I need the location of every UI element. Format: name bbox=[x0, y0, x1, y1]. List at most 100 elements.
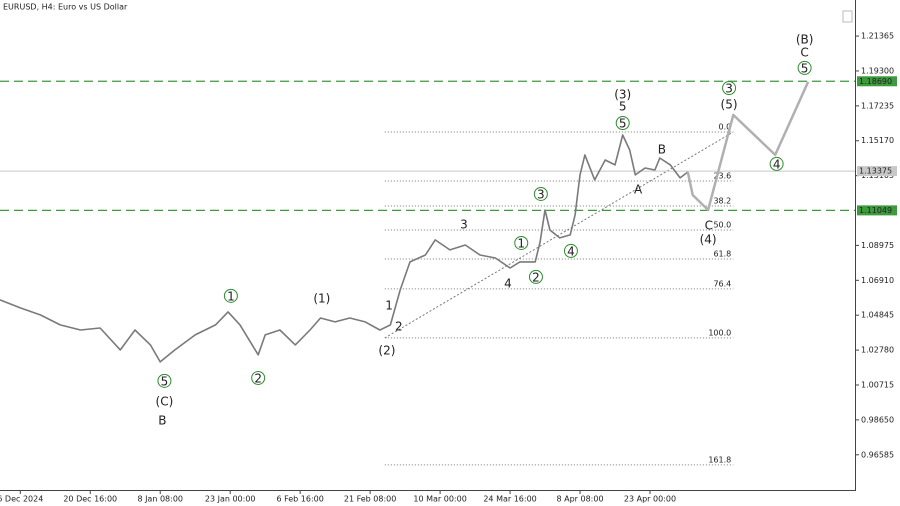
wave-label: (1) bbox=[313, 291, 330, 305]
x-tick-label: 24 Mar 16:00 bbox=[483, 495, 536, 504]
fib-label: 23.6 bbox=[713, 171, 731, 180]
wave-text: (3) bbox=[614, 87, 631, 101]
wave-text: 5 bbox=[161, 374, 169, 388]
wave-circle bbox=[533, 186, 548, 201]
y-tick-label: 1.02780 bbox=[861, 346, 894, 355]
wave-label: 3 bbox=[533, 186, 548, 201]
wave-circle bbox=[514, 235, 529, 250]
fib-label: 0.0 bbox=[719, 122, 732, 131]
wave-text: C bbox=[705, 218, 713, 232]
wave-text: C bbox=[800, 46, 808, 60]
x-tick-label: 23 Apr 00:00 bbox=[624, 495, 676, 504]
wave-label: 1 bbox=[514, 235, 529, 250]
wave-text: 3 bbox=[537, 187, 545, 201]
y-tick-label: 1.08975 bbox=[861, 241, 894, 250]
wave-label: C bbox=[705, 218, 713, 232]
wave-label: B bbox=[158, 413, 166, 427]
x-tick-label: 6 Dec 2024 bbox=[0, 495, 43, 504]
chart-title: EURUSD, H4: Euro vs US Dollar bbox=[3, 3, 128, 12]
wave-circle bbox=[223, 288, 238, 303]
y-tick-label: 1.21365 bbox=[861, 32, 894, 41]
wave-label: B bbox=[658, 143, 666, 157]
y-tick-label: 1.19300 bbox=[861, 66, 894, 75]
wave-label: 2 bbox=[251, 370, 266, 385]
price-box bbox=[857, 76, 897, 87]
fib-label: 161.8 bbox=[708, 455, 731, 464]
price-line bbox=[0, 134, 689, 363]
price-box-label: 1.11049 bbox=[859, 206, 892, 215]
wave-label: 5 bbox=[615, 116, 630, 131]
wave-text: 1 bbox=[517, 236, 525, 250]
fib-label: 50.0 bbox=[713, 220, 731, 229]
wave-label: 5 bbox=[157, 373, 172, 388]
wave-text: 4 bbox=[567, 244, 575, 258]
x-tick-label: 21 Feb 08:00 bbox=[344, 495, 396, 504]
wave-label: C bbox=[800, 46, 808, 60]
x-tick-label: 6 Feb 16:00 bbox=[276, 495, 323, 504]
fib-label: 61.8 bbox=[713, 250, 731, 259]
wave-text: (B) bbox=[796, 33, 814, 47]
projection-line bbox=[686, 81, 810, 212]
wave-text: 2 bbox=[254, 371, 262, 385]
wave-text: (4) bbox=[700, 232, 717, 246]
wave-circle bbox=[797, 60, 812, 75]
price-box-label: 1.13375 bbox=[859, 167, 892, 176]
x-tick-label: 8 Apr 08:00 bbox=[556, 495, 603, 504]
price-box bbox=[857, 205, 897, 216]
wave-label: 2 bbox=[528, 269, 543, 284]
fib-label: 76.4 bbox=[713, 279, 731, 288]
wave-label: 2 bbox=[395, 319, 403, 333]
wave-text: 4 bbox=[773, 157, 781, 171]
wave-label: 3 bbox=[722, 81, 737, 96]
wave-circle bbox=[722, 81, 737, 96]
wave-circle bbox=[251, 370, 266, 385]
wave-text: A bbox=[634, 182, 643, 196]
wave-circle bbox=[157, 373, 172, 388]
wave-label: (C) bbox=[156, 394, 174, 408]
wave-label: 4 bbox=[769, 156, 784, 171]
wave-text: 4 bbox=[504, 277, 512, 291]
wave-label: 4 bbox=[504, 277, 512, 291]
wave-text: 3 bbox=[460, 217, 468, 231]
wave-circle bbox=[563, 243, 578, 258]
wave-text: (5) bbox=[721, 97, 738, 111]
wave-circle bbox=[769, 156, 784, 171]
fib-trend bbox=[384, 131, 734, 339]
fib-label: 38.2 bbox=[713, 196, 731, 205]
x-tick-label: 8 Jan 08:00 bbox=[137, 495, 183, 504]
x-tick-label: 20 Dec 16:00 bbox=[63, 495, 117, 504]
price-box-label: 1.18690 bbox=[859, 77, 892, 86]
wave-label: (2) bbox=[378, 343, 395, 357]
y-tick-label: 1.04845 bbox=[861, 311, 894, 320]
wave-text: (2) bbox=[378, 343, 395, 357]
price-box bbox=[857, 166, 897, 177]
chart-icon bbox=[842, 10, 853, 23]
wave-text: 1 bbox=[227, 289, 235, 303]
wave-label: (5) bbox=[721, 97, 738, 111]
y-tick-label: 1.17235 bbox=[861, 101, 894, 110]
fib-label: 100.0 bbox=[708, 328, 731, 337]
y-tick-label: 1.06910 bbox=[861, 276, 894, 285]
wave-text: 2 bbox=[532, 270, 540, 284]
wave-text: 3 bbox=[725, 82, 733, 96]
y-tick-label: 1.15170 bbox=[861, 136, 894, 145]
y-tick-label: 0.96585 bbox=[861, 450, 894, 459]
wave-label: 5 bbox=[797, 60, 812, 75]
wave-text: 5 bbox=[619, 117, 627, 131]
wave-label: 3 bbox=[460, 217, 468, 231]
wave-label: 5 bbox=[619, 99, 627, 113]
x-tick-label: 10 Mar 00:00 bbox=[413, 495, 466, 504]
wave-text: (C) bbox=[156, 394, 174, 408]
wave-label: (3) bbox=[614, 87, 631, 101]
wave-label: (B) bbox=[796, 33, 814, 47]
wave-text: (1) bbox=[313, 291, 330, 305]
wave-text: B bbox=[158, 413, 166, 427]
wave-text: 5 bbox=[619, 99, 627, 113]
wave-label: 1 bbox=[223, 288, 238, 303]
wave-text: 2 bbox=[395, 319, 403, 333]
wave-text: B bbox=[658, 143, 666, 157]
y-tick-label: 1.00715 bbox=[861, 380, 894, 389]
wave-label: 4 bbox=[563, 243, 578, 258]
wave-text: 5 bbox=[801, 61, 809, 75]
